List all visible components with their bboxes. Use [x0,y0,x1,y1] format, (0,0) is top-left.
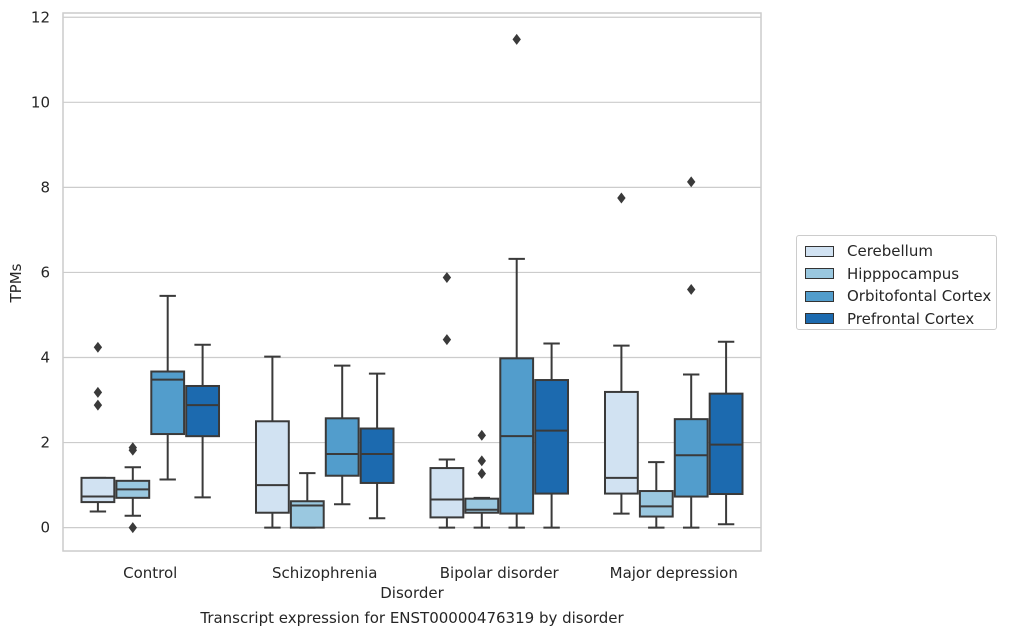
x-axis-title: Disorder [380,584,444,602]
outlier-point [477,429,486,441]
box-orbitofontal-cortex [499,33,535,529]
box-cerebellum [603,192,639,515]
box-cerebellum [80,341,116,513]
legend-item: Hipppocampus [805,263,996,286]
box-hipppocampus [638,461,674,529]
y-tick-label: 10 [31,93,50,111]
legend-label: Hipppocampus [847,264,960,283]
y-tick-label: 8 [40,178,50,196]
plot-frame [62,12,762,552]
outlier-point [512,33,521,45]
box-orbitofontal-cortex [150,294,186,481]
x-tick-label: Bipolar disorder [440,564,560,582]
legend-swatch [805,313,834,325]
outlier-point [477,468,486,480]
y-axis-title: TPMs [7,263,25,303]
box-hipppocampus [115,442,151,534]
box-iqr [534,379,570,495]
box-iqr [429,467,465,519]
y-tick-label: 12 [31,8,50,26]
box-iqr [638,490,674,518]
outlier-point [93,399,103,411]
legend-label: Cerebellum [847,242,933,261]
box-prefrontal-cortex [534,342,570,529]
legend-label: Orbitofontal Cortex [847,287,992,306]
legend-swatch [805,245,834,257]
outlier-point [687,283,696,295]
x-tick-label: Schizophrenia [272,564,377,582]
outlier-point [687,176,696,188]
legend-item: Cerebellum [805,240,996,263]
legend-swatch [805,290,834,302]
box-cerebellum [254,355,290,529]
y-tick-labels: 0 2 4 6 8 10 12 [31,8,50,536]
box-prefrontal-cortex [359,372,395,520]
box-prefrontal-cortex [708,340,744,526]
box-iqr [324,417,360,477]
box-orbitofontal-cortex [324,364,360,506]
box-cerebellum [429,272,465,529]
legend-swatch [805,268,834,280]
legend-label: Prefrontal Cortex [847,309,975,328]
outlier-point [617,192,626,204]
legend-item: Prefrontal Cortex [805,308,996,331]
x-tick-label: Control [123,564,177,582]
chart-caption: Transcript expression for ENST0000047631… [200,609,624,627]
box-hipppocampus [464,429,500,529]
y-tick-label: 6 [40,263,50,281]
box-iqr [80,476,116,504]
box-iqr [185,384,221,438]
y-tick-label: 2 [40,434,50,452]
box-iqr [150,370,186,436]
gridlines [63,16,761,529]
box-prefrontal-cortex [185,343,221,499]
y-tick-label: 0 [40,519,50,537]
outlier-point [442,334,452,346]
outlier-point [477,455,486,467]
outlier-point [93,386,103,398]
box-hipppocampus [289,472,325,529]
box-iqr [673,418,709,498]
legend-item: Orbitofontal Cortex [805,285,996,308]
outlier-point [93,341,103,353]
box-iqr [603,390,639,495]
outlier-point [442,272,452,283]
y-tick-label: 4 [40,348,50,366]
legend: Cerebellum Hipppocampus Orbitofontal Corte… [796,235,997,330]
box-iqr [359,427,395,484]
x-tick-labels: Control Schizophrenia Bipolar disorder Majo… [123,564,738,582]
outlier-point [128,522,137,534]
box-series [80,33,744,534]
x-tick-label: Major depression [610,564,738,582]
outlier-point [128,442,137,454]
box-iqr [254,420,290,514]
box-orbitofontal-cortex [673,176,709,529]
